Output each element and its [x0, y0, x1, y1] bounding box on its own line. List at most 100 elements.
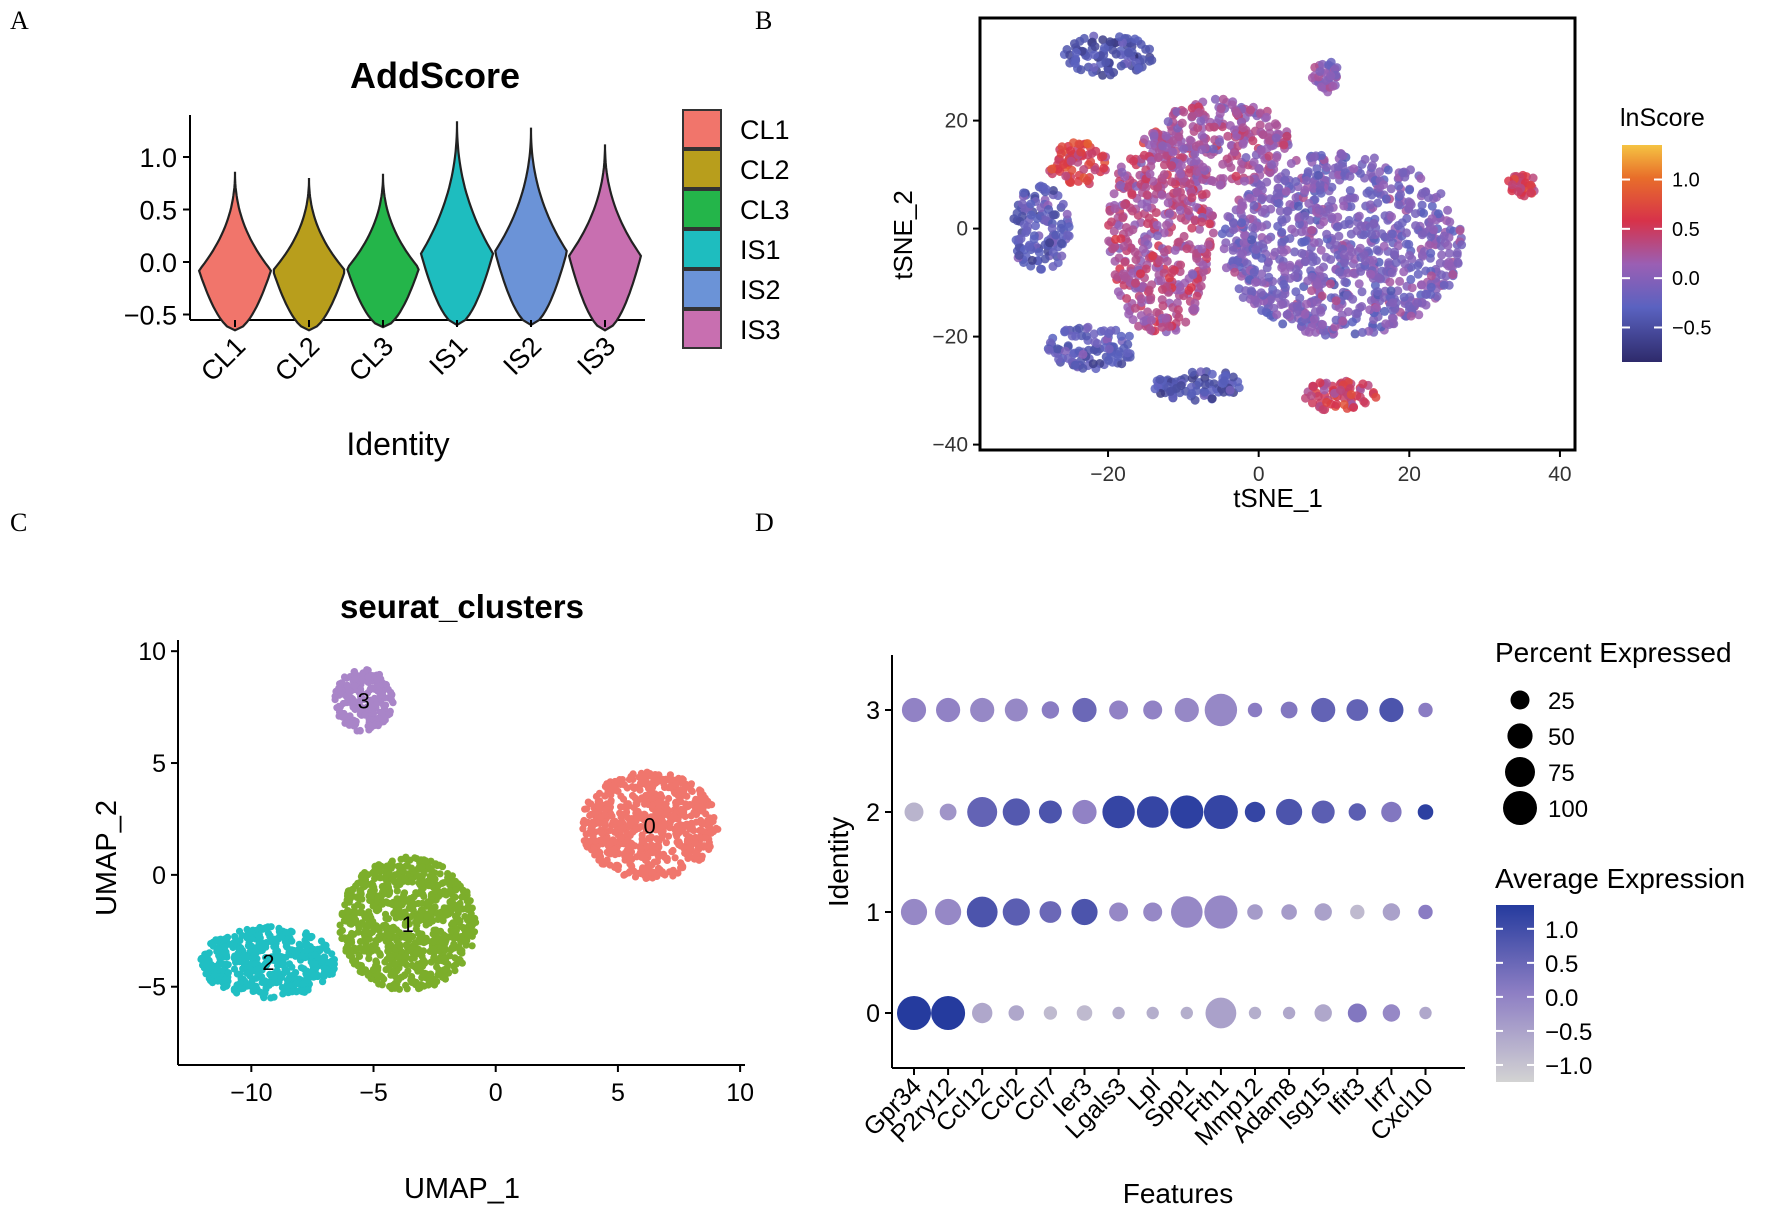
tsne-point [1507, 180, 1517, 190]
umap-point-cluster-0 [627, 774, 635, 782]
umap-point-cluster-2 [292, 980, 300, 988]
umap-point-cluster-0 [616, 809, 624, 817]
tsne-point [1238, 123, 1248, 133]
umap-point-cluster-1 [340, 934, 348, 942]
tsne-point [1136, 269, 1145, 279]
tsne-point [1290, 247, 1300, 257]
tsne-point [1528, 173, 1538, 183]
tsne-point [1179, 231, 1189, 241]
dot-ier3-id3 [1072, 697, 1097, 723]
tsne-point [1272, 121, 1282, 130]
umap-point-cluster-1 [338, 909, 346, 917]
panel-a-ytick-label: −0.5 [124, 301, 177, 331]
violin-cl3 [346, 173, 420, 329]
tsne-point [1437, 270, 1446, 280]
tsne-point [1228, 225, 1238, 235]
tsne-point [1315, 180, 1325, 190]
tsne-point [1193, 123, 1203, 133]
tsne-point [1188, 305, 1198, 315]
tsne-point [1200, 387, 1210, 397]
tsne-point [1092, 339, 1102, 348]
tsne-point [1159, 247, 1169, 257]
tsne-point [1336, 385, 1345, 395]
tsne-point [1293, 201, 1303, 211]
tsne-point [1143, 219, 1153, 229]
tsne-point [1176, 260, 1186, 270]
tsne-point [1236, 205, 1246, 215]
tsne-point [1274, 198, 1284, 208]
umap-point-cluster-0 [601, 818, 609, 826]
tsne-point [1339, 201, 1349, 211]
umap-point-cluster-0 [686, 844, 694, 853]
tsne-point [1443, 241, 1453, 251]
tsne-point [1036, 203, 1046, 213]
tsne-point [1196, 116, 1206, 126]
umap-point-cluster-1 [375, 980, 383, 988]
legend-label-cl3: CL3 [740, 195, 790, 225]
umap-point-cluster-2 [277, 953, 285, 961]
tsne-point [1297, 248, 1307, 258]
umap-point-cluster-2 [328, 970, 336, 978]
tsne-point [1277, 263, 1287, 273]
tsne-point [1417, 230, 1427, 240]
panel-c-y-label: UMAP_2 [91, 800, 123, 916]
umap-point-cluster-0 [585, 837, 593, 845]
tsne-point [1349, 164, 1359, 174]
dot-fth1-id1 [1204, 895, 1238, 929]
umap-point-cluster-0 [607, 810, 615, 818]
tsne-point [1303, 276, 1313, 286]
tsne-point [1366, 269, 1376, 279]
umap-point-cluster-2 [318, 956, 326, 965]
umap-point-cluster-0 [597, 856, 605, 864]
umap-point-cluster-1 [440, 966, 448, 974]
umap-point-cluster-1 [438, 863, 447, 871]
umap-point-cluster-1 [434, 971, 442, 979]
tsne-point [1295, 293, 1305, 303]
umap-point-cluster-0 [679, 776, 687, 784]
panel-b-cb-tick-label: −0.5 [1672, 317, 1711, 339]
tsne-point [1246, 105, 1255, 115]
umap-point-cluster-2 [304, 986, 312, 994]
tsne-point [1230, 125, 1239, 135]
tsne-point [1388, 313, 1398, 323]
tsne-point [1121, 273, 1131, 283]
tsne-point [1257, 253, 1267, 263]
dot-ifit3-id1 [1350, 904, 1365, 920]
umap-point-cluster-0 [624, 845, 632, 853]
umap-point-cluster-0 [669, 846, 677, 855]
panel-b-xtick-label: 0 [1253, 463, 1265, 486]
tsne-point [1306, 391, 1316, 401]
tsne-point [1221, 263, 1231, 273]
tsne-point [1197, 190, 1207, 200]
umap-point-cluster-1 [456, 899, 464, 908]
umap-point-cluster-0 [611, 817, 619, 825]
tsne-point [1404, 239, 1414, 249]
tsne-point [1039, 215, 1049, 225]
tsne-point [1184, 285, 1194, 295]
tsne-point [1071, 331, 1081, 341]
tsne-point [1044, 345, 1054, 355]
tsne-point [1399, 292, 1409, 302]
umap-point-cluster-3 [345, 687, 353, 695]
tsne-point [1156, 276, 1166, 286]
tsne-point [1313, 391, 1323, 401]
size-legend-dot [1503, 791, 1537, 825]
tsne-point [1237, 198, 1247, 208]
tsne-point [1279, 140, 1289, 150]
tsne-point [1162, 256, 1172, 266]
panel-d-color-legend-title: Average Expression [1495, 863, 1745, 894]
tsne-point [1174, 312, 1184, 322]
tsne-point [1256, 181, 1266, 191]
tsne-point [1056, 149, 1066, 159]
tsne-point [1076, 65, 1086, 75]
umap-point-cluster-0 [629, 828, 637, 836]
tsne-point [1118, 213, 1128, 223]
tsne-point [1351, 309, 1361, 319]
tsne-point [1381, 319, 1391, 329]
panel-c-ytick-label: 0 [152, 862, 166, 890]
umap-point-cluster-0 [596, 848, 604, 857]
tsne-point [1041, 184, 1051, 194]
panel-b-cb-tick-label: 1.0 [1672, 170, 1700, 192]
umap-point-cluster-0 [636, 779, 645, 787]
